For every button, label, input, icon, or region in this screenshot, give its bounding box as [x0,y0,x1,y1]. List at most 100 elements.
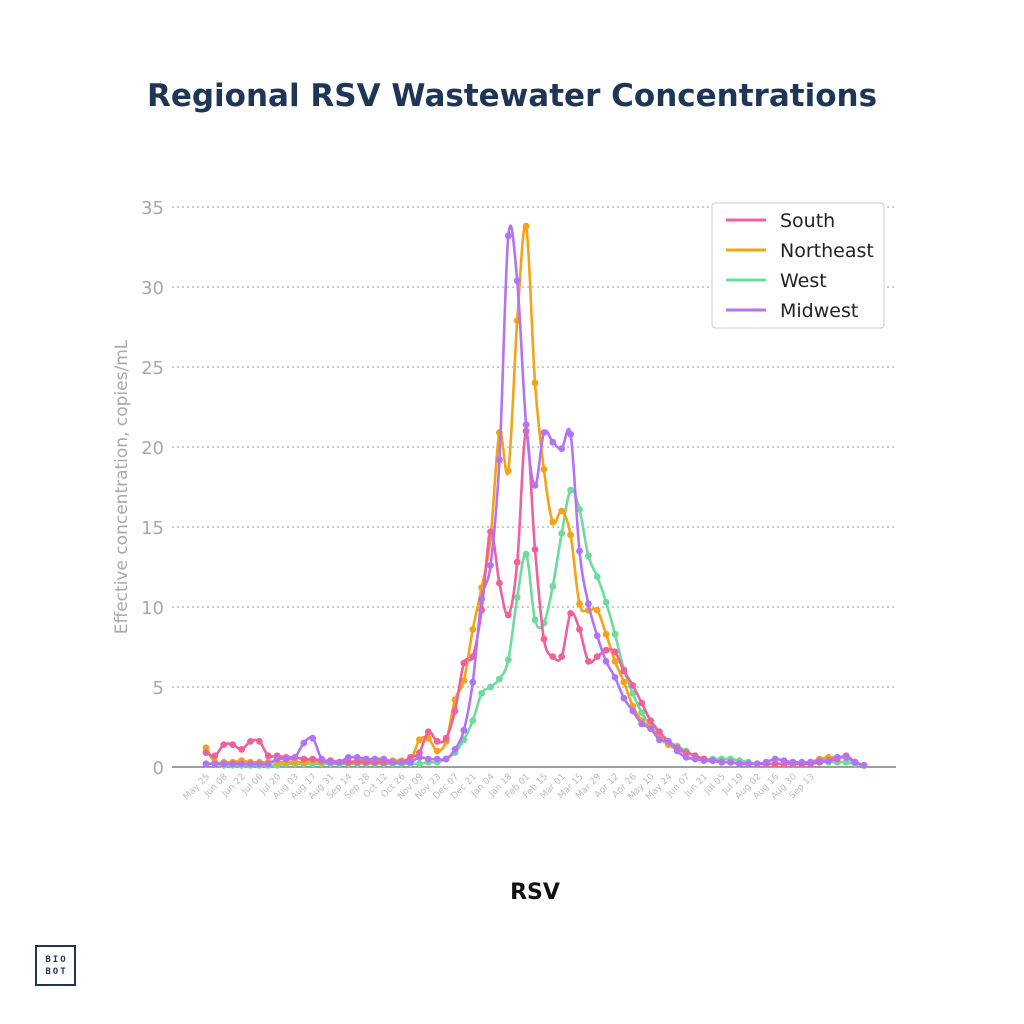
data-point [700,757,708,764]
data-point [344,754,352,761]
data-point [576,547,583,555]
data-point [478,690,485,697]
data-point [469,678,477,686]
data-point [371,755,379,763]
data-point [300,739,308,747]
series-midwest [202,224,868,769]
data-point [424,755,432,763]
data-point [504,656,512,664]
data-point [780,757,788,764]
data-point [567,486,574,494]
data-point [540,466,548,473]
data-point [211,760,219,768]
logo-line-1: BIO [45,954,68,965]
data-point [487,683,494,691]
data-point [469,717,477,724]
data-point [220,760,228,768]
data-point [282,755,290,763]
data-point [407,754,414,761]
data-point [202,760,210,768]
data-point [513,594,521,601]
data-point [718,758,726,766]
data-point [202,749,210,756]
data-point [300,755,308,763]
data-point [309,734,317,742]
legend: South Northeast West Midwest [711,202,885,329]
data-point [629,690,637,697]
legend-label: West [780,270,827,292]
data-point [611,658,619,665]
data-point [202,744,210,752]
series-west [202,486,868,769]
data-point [567,430,574,438]
data-point [247,738,254,745]
data-point [318,755,325,763]
data-point [558,507,566,515]
data-point [247,760,254,768]
data-point [602,598,610,606]
data-point [593,573,601,580]
data-point [264,760,272,768]
data-point [531,546,539,553]
data-point [433,755,441,763]
data-point [211,752,219,760]
data-point [238,746,246,753]
data-point [540,429,548,436]
x-axis-title: RSV [510,880,560,905]
data-point [842,754,850,761]
y-tick-label: 30 [141,278,164,299]
data-point [531,616,539,624]
data-point [585,552,592,560]
data-point [478,595,485,603]
data-point [842,758,850,766]
series-line-south [205,429,865,767]
data-point [638,699,646,707]
data-point [416,760,423,768]
data-point [860,762,868,769]
data-point [496,456,503,464]
data-point [433,738,441,745]
data-point [549,438,557,446]
data-point [504,232,512,240]
data-point [522,421,530,428]
y-tick-label: 15 [141,518,164,539]
logo-line-2: BOT [45,966,68,977]
data-point [504,611,512,619]
data-point [442,734,450,742]
data-point [620,678,628,686]
data-point [433,747,441,755]
data-point [487,528,494,536]
data-point [558,445,566,452]
data-point [789,758,797,766]
data-point [522,550,530,558]
data-point [380,755,388,763]
data-point [602,658,610,665]
data-point [353,758,361,766]
data-point [273,755,281,763]
data-point [656,736,663,744]
series-line-west [205,488,865,767]
data-point [327,758,334,766]
data-point [851,758,859,766]
data-point [291,758,299,766]
data-point [691,755,699,763]
data-point [629,707,637,715]
legend-box [711,202,885,329]
data-point [291,754,299,761]
data-point [593,653,601,660]
data-point [833,754,841,761]
data-point [238,760,246,768]
data-point [567,610,574,617]
data-point [256,738,263,745]
data-point [549,518,557,526]
data-point [487,562,494,569]
data-point [460,726,468,734]
data-point [264,752,272,760]
data-point [593,632,601,640]
series-south [202,427,868,769]
data-point [656,728,663,736]
data-point [256,760,263,768]
data-point [442,755,450,763]
data-point [576,626,583,633]
